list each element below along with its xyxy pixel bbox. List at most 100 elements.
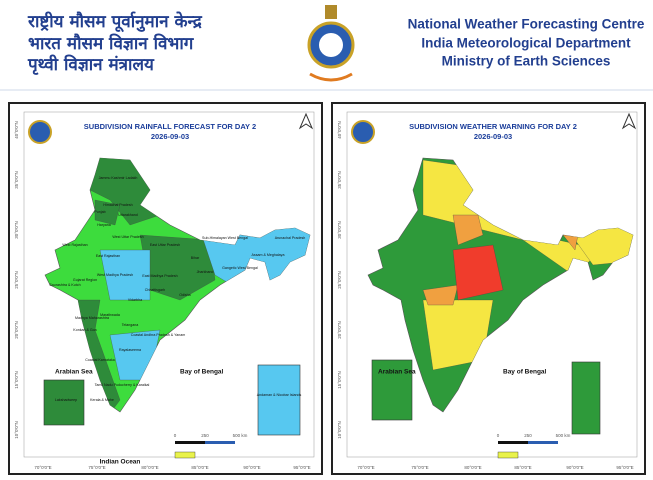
region-label: Marathwada (100, 313, 120, 317)
north-arrow (621, 112, 637, 130)
panel-title: SUBDIVISION WEATHER WARNING FOR DAY 2 (409, 122, 577, 131)
scale-label: 500 km (556, 433, 571, 438)
region-label: East Madhya Pradesh (142, 274, 177, 278)
region-label: Saurashtra & Kutch (49, 283, 80, 287)
subdivision (452, 214, 484, 246)
region-label: Telangana (122, 323, 139, 327)
region-label: Himachal Pradesh (103, 203, 132, 207)
region-label: West Uttar Pradesh (112, 235, 143, 239)
panel-title: SUBDIVISION RAINFALL FORECAST FOR DAY 2 (84, 122, 256, 131)
lon-label: 90°0'0"E (566, 465, 583, 470)
lon-label: 85°0'0"E (514, 465, 531, 470)
region-label: Odisha (179, 293, 190, 297)
hindi-line: भारत मौसम विज्ञान विभाग (28, 33, 195, 54)
region-label: West Rajasthan (62, 243, 87, 247)
subdivision (94, 199, 121, 226)
island-inset (43, 379, 85, 426)
region-label: Tamil Nadu Puducherry & Karaikal (95, 383, 150, 387)
region-label: Assam & Meghalaya (252, 253, 285, 257)
lon-label: 90°0'0"E (243, 465, 260, 470)
region-label: Punjab (94, 210, 105, 214)
lat-label: 30°0'0"N (14, 221, 19, 239)
lat-label: 20°0'0"N (14, 321, 19, 339)
map-panel: SUBDIVISION WEATHER WARNING FOR DAY 2202… (331, 102, 646, 475)
region-label: East Rajasthan (96, 254, 120, 258)
sea-label: Bay of Bengal (503, 369, 547, 376)
map-panel: SUBDIVISION RAINFALL FORECAST FOR DAY 22… (8, 102, 323, 475)
region-label: Madhya Maharashtra (75, 316, 109, 320)
region-label: Haryana (97, 223, 111, 227)
lon-label: 75°0'0"E (411, 465, 428, 470)
lat-label: 10°0'0"N (14, 421, 19, 439)
ocean-label: Indian Ocean (100, 459, 141, 466)
region-label: Jammu Kashmir Ladakh (99, 176, 138, 180)
scale-label: 250 (524, 433, 532, 438)
region-label: Bihar (191, 256, 200, 260)
scale-seg (528, 441, 558, 444)
imd-logo (351, 120, 375, 144)
english-line: India Meteorological Department (421, 36, 631, 51)
sea-label: Bay of Bengal (180, 369, 224, 376)
region-label: Coastal Andhra Pradesh & Yanam (131, 333, 185, 337)
region-label: Konkan & Goa (73, 328, 96, 332)
lat-label: 25°0'0"N (337, 271, 342, 289)
hindi-line: राष्ट्रीय मौसम पूर्वानुमान केन्द्र (27, 11, 203, 33)
region-label: Vidarbha (128, 298, 142, 302)
island-inset (371, 359, 413, 421)
scale-seg (175, 441, 205, 444)
island-inset (571, 361, 601, 435)
scale-label: 250 (201, 433, 209, 438)
north-arrow (298, 112, 314, 130)
sea-label: Arabian Sea (378, 369, 416, 376)
map-frame (346, 111, 638, 458)
scale-box (174, 451, 196, 459)
lon-label: 75°0'0"E (88, 465, 105, 470)
lat-label: 20°0'0"N (337, 321, 342, 339)
region-label: Rayalaseema (119, 348, 141, 352)
scale-seg (205, 441, 235, 444)
lon-label: 95°0'0"E (616, 465, 633, 470)
scale-box (497, 451, 519, 459)
subdivision (99, 249, 151, 301)
panel-date: 2026-09-03 (151, 132, 189, 141)
scale-label: 0 (174, 433, 177, 438)
region-label: Gangetic West Bengal (222, 266, 258, 270)
lat-label: 40°0'0"N (14, 121, 19, 139)
region-label: Jharkhand (197, 270, 214, 274)
lat-label: 10°0'0"N (337, 421, 342, 439)
region-label: Coastal Karnataka (85, 358, 115, 362)
region-label: Andaman & Nicobar Islands (257, 393, 302, 397)
lat-label: 35°0'0"N (14, 171, 19, 189)
lon-label: 70°0'0"E (34, 465, 51, 470)
lon-label: 95°0'0"E (293, 465, 310, 470)
scale-label: 0 (497, 433, 500, 438)
lon-label: 80°0'0"E (141, 465, 158, 470)
scale-seg (498, 441, 528, 444)
lon-label: 85°0'0"E (191, 465, 208, 470)
emblem-logo (307, 5, 355, 82)
region-label: Sub-Himalayan West Bengal (202, 236, 248, 240)
lat-label: 15°0'0"N (14, 371, 19, 389)
subdivision (452, 244, 504, 301)
region-label: East Uttar Pradesh (150, 243, 180, 247)
region-label: Uttarakhand (118, 213, 138, 217)
hindi-line: पृथ्वी विज्ञान मंत्रालय (27, 54, 155, 75)
region-fills (422, 159, 633, 371)
lat-label: 40°0'0"N (337, 121, 342, 139)
region-label: Gujarat Region (73, 278, 97, 282)
lon-label: 70°0'0"E (357, 465, 374, 470)
english-line: National Weather Forecasting Centre (408, 17, 645, 32)
lat-label: 15°0'0"N (337, 371, 342, 389)
lat-label: 25°0'0"N (14, 271, 19, 289)
map-frame (23, 111, 315, 458)
panel-date: 2026-09-03 (474, 132, 512, 141)
english-line: Ministry of Earth Sciences (442, 54, 611, 69)
island-inset (257, 364, 301, 436)
scale-label: 500 km (233, 433, 248, 438)
logo-disc (28, 120, 52, 144)
region-label: West Madhya Pradesh (97, 273, 133, 277)
lon-label: 80°0'0"E (464, 465, 481, 470)
lat-label: 35°0'0"N (337, 171, 342, 189)
imd-logo (28, 120, 52, 144)
